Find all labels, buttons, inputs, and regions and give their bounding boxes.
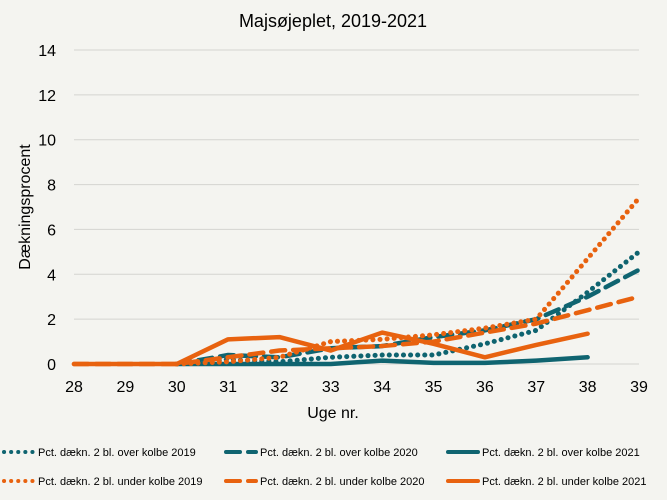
- y-tick-label: 10: [38, 133, 56, 150]
- series-line: [174, 355, 590, 367]
- y-tick-label: 14: [38, 43, 56, 60]
- series-line: [174, 249, 642, 367]
- x-tick-label: 33: [322, 379, 340, 396]
- y-tick-label: 2: [47, 312, 56, 329]
- legend-label: Pct. dækn. 2 bl. over kolbe 2020: [260, 447, 418, 459]
- x-tick-label: 29: [116, 379, 134, 396]
- x-tick-label: 31: [219, 379, 237, 396]
- x-tick-label: 36: [476, 379, 494, 396]
- x-tick-label: 28: [65, 379, 83, 396]
- y-tick-label: 12: [38, 88, 56, 105]
- x-tick-label: 35: [425, 379, 443, 396]
- x-tick-label: 34: [373, 379, 391, 396]
- x-tick-label: 37: [527, 379, 545, 396]
- series-line: [71, 330, 590, 367]
- y-axis-label: Dækningsprocent: [17, 144, 34, 270]
- x-axis-label: Uge nr.: [307, 405, 359, 422]
- y-tick-label: 0: [47, 357, 56, 374]
- legend-label: Pct. dækn. 2 bl. under kolbe 2021: [482, 476, 647, 488]
- x-tick-label: 39: [630, 379, 648, 396]
- x-tick-label: 30: [168, 379, 186, 396]
- series-line: [71, 294, 642, 367]
- legend-label: Pct. dækn. 2 bl. under kolbe 2019: [38, 476, 203, 488]
- y-tick-label: 4: [47, 267, 56, 284]
- legend-label: Pct. dækn. 2 bl. over kolbe 2021: [482, 447, 640, 459]
- x-tick-label: 38: [579, 379, 597, 396]
- legend-label: Pct. dækn. 2 bl. under kolbe 2020: [260, 476, 425, 488]
- x-tick-label: 32: [271, 379, 289, 396]
- legend-label: Pct. dækn. 2 bl. over kolbe 2019: [38, 447, 196, 459]
- y-tick-label: 8: [47, 178, 56, 195]
- chart-title: Majsøjeplet, 2019-2021: [239, 11, 427, 31]
- y-tick-label: 6: [47, 222, 56, 239]
